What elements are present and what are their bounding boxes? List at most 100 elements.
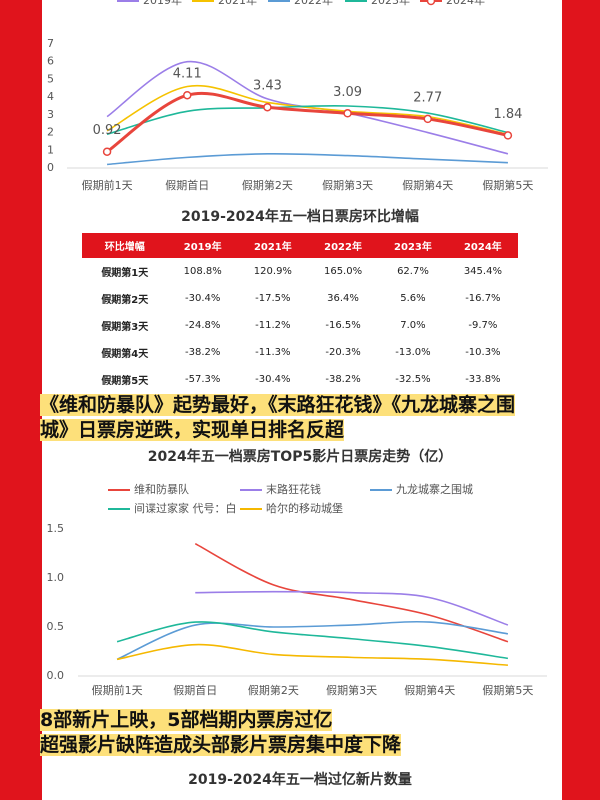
legend-label: 九龙城寨之围城 [396,482,473,496]
y-tick-label: 0.0 [47,669,65,682]
table-cell: -9.7% [468,320,498,331]
point [503,131,513,140]
table-header-cell: 2023年 [378,233,448,258]
y-tick-label: 4 [47,90,54,103]
y-tick-label: 3 [47,108,54,121]
y-tick-label: 5 [47,72,54,85]
data-label: 3.09 [333,85,362,100]
table-row: 假期第4天 -38.2% -11.3% -20.3% -13.0% -10.3% [82,339,518,366]
table-row: 假期第5天 -57.3% -30.4% -38.2% -32.5% -33.8% [82,366,518,393]
highlight: 8部新片上映，5部档期内票房过亿超强影片缺阵造成头部影片票房集中度下降 [40,708,560,758]
legend-label: 2021年 [218,0,257,7]
highlight-text: 《维和防暴队》起势最好，《末路狂花钱》《九龙城寨之围城》日票房逆跌，实现单日排名… [40,394,516,441]
x-tick-label: 假期第4天 [402,178,453,192]
table-cell: -38.2% [185,347,221,358]
table-row: 假期第1天 108.8% 120.9% 165.0% 62.7% 345.4% [82,258,518,285]
table-cell: 7.0% [400,320,426,331]
table-cell: -13.0% [395,347,431,358]
table-row: 假期第2天 -30.4% -17.5% 36.4% 5.6% -16.7% [82,285,518,312]
x-tick-label: 假期首日 [165,178,209,192]
x-tick-label: 假期前1天 [92,683,143,697]
table-cell: -30.4% [185,293,221,304]
table-row: 假期第3天 -24.8% -11.2% -16.5% 7.0% -9.7% [82,312,518,339]
highlight-text: 超强影片缺阵造成头部影片票房集中度下降 [40,734,402,756]
y-tick-label: 0 [47,161,54,174]
y-tick-label: 7 [47,37,54,50]
x-tick-label: 假期前1天 [82,178,133,192]
table-cell: -10.3% [465,347,501,358]
table-cell: -16.7% [465,293,501,304]
table-header-cell: 2019年 [167,233,238,258]
table-cell: 假期第4天 [101,349,149,360]
legend-marker [426,0,436,6]
x-tick-label: 假期第3天 [326,683,377,697]
highlight-text: 8部新片上映，5部档期内票房过亿 [40,709,333,731]
data-label: 0.92 [93,123,122,138]
table-header-cell: 2022年 [307,233,379,258]
x-tick-label: 假期第4天 [404,683,455,697]
point [183,90,192,100]
table-cell: -38.2% [325,374,361,385]
legend-label: 末路狂花钱 [266,482,321,496]
y-tick-label: 1 [47,143,54,156]
legend-label: 2022年 [294,0,333,7]
table-cell: -24.8% [185,320,221,331]
table-cell: 36.4% [327,293,359,304]
y-tick-label: 2 [47,126,54,139]
y-tick-label: 1.5 [47,522,65,535]
table-cell: -17.5% [255,293,291,304]
table-cell: 假期第2天 [101,295,149,306]
x-tick-label: 假期第5天 [482,178,533,192]
data-label: 3.43 [253,79,282,94]
table-cell: 165.0% [323,266,363,277]
table-cell: -30.4% [255,374,291,385]
y-tick-label: 0.5 [47,620,65,633]
x-tick-label: 假期第2天 [248,683,299,697]
highlight: 《维和防暴队》起势最好，《末路狂花钱》《九龙城寨之围城》日票房逆跌，实现单日排名… [40,393,535,443]
data-label: 2.77 [413,90,442,105]
table-cell: 345.4% [463,266,502,277]
series-line [116,621,509,660]
table-header-cell: 环比增幅 [82,233,168,258]
table: 环比增幅 2019年 2021年 2022年 2023年 2024年 假期第1天 108.8%… [82,233,518,393]
point [263,102,272,112]
series-line [194,542,509,643]
table-cell: -20.3% [325,347,361,358]
legend-label: 维和防暴队 [134,482,189,496]
x-tick-label: 假期第2天 [242,178,293,192]
table-cell: -16.5% [325,320,361,331]
data-label: 1.84 [493,107,522,122]
series-line [106,91,509,153]
table-cell: 假期第3天 [101,322,149,333]
table-header-cell: 2021年 [237,233,308,258]
y-tick-label: 1.0 [47,571,65,584]
legend-label: 2019年 [143,0,182,7]
table-cell: 62.7% [397,266,429,277]
table-cell: -33.8% [465,374,501,385]
table-header: 环比增幅 2019年 2021年 2022年 2023年 2024年 [82,233,518,258]
table-cell: -11.2% [255,320,291,331]
series-line [107,152,508,166]
legend-label: 2024年 [446,0,485,7]
x-tick-label: 假期第5天 [482,683,533,697]
data-label: 4.11 [173,67,202,82]
table-cell: 5.6% [400,293,426,304]
table-cell: -11.3% [255,347,291,358]
table-cell: 假期第1天 [101,268,149,279]
series-line [195,590,509,626]
point [423,114,432,124]
x-tick-label: 假期第3天 [322,178,373,192]
legend-label: 哈尔的移动城堡 [266,501,343,515]
x-tick-label: 假期首日 [173,683,217,697]
table-header-cell: 2024年 [447,233,518,258]
table-cell: 假期第5天 [101,376,149,387]
table-cell: -57.3% [185,374,221,385]
legend-label: 2023年 [371,0,410,7]
table-cell: -32.5% [395,374,431,385]
series-line [116,643,508,667]
series-line [106,104,509,136]
y-tick-label: 6 [47,55,54,68]
point [102,147,112,156]
